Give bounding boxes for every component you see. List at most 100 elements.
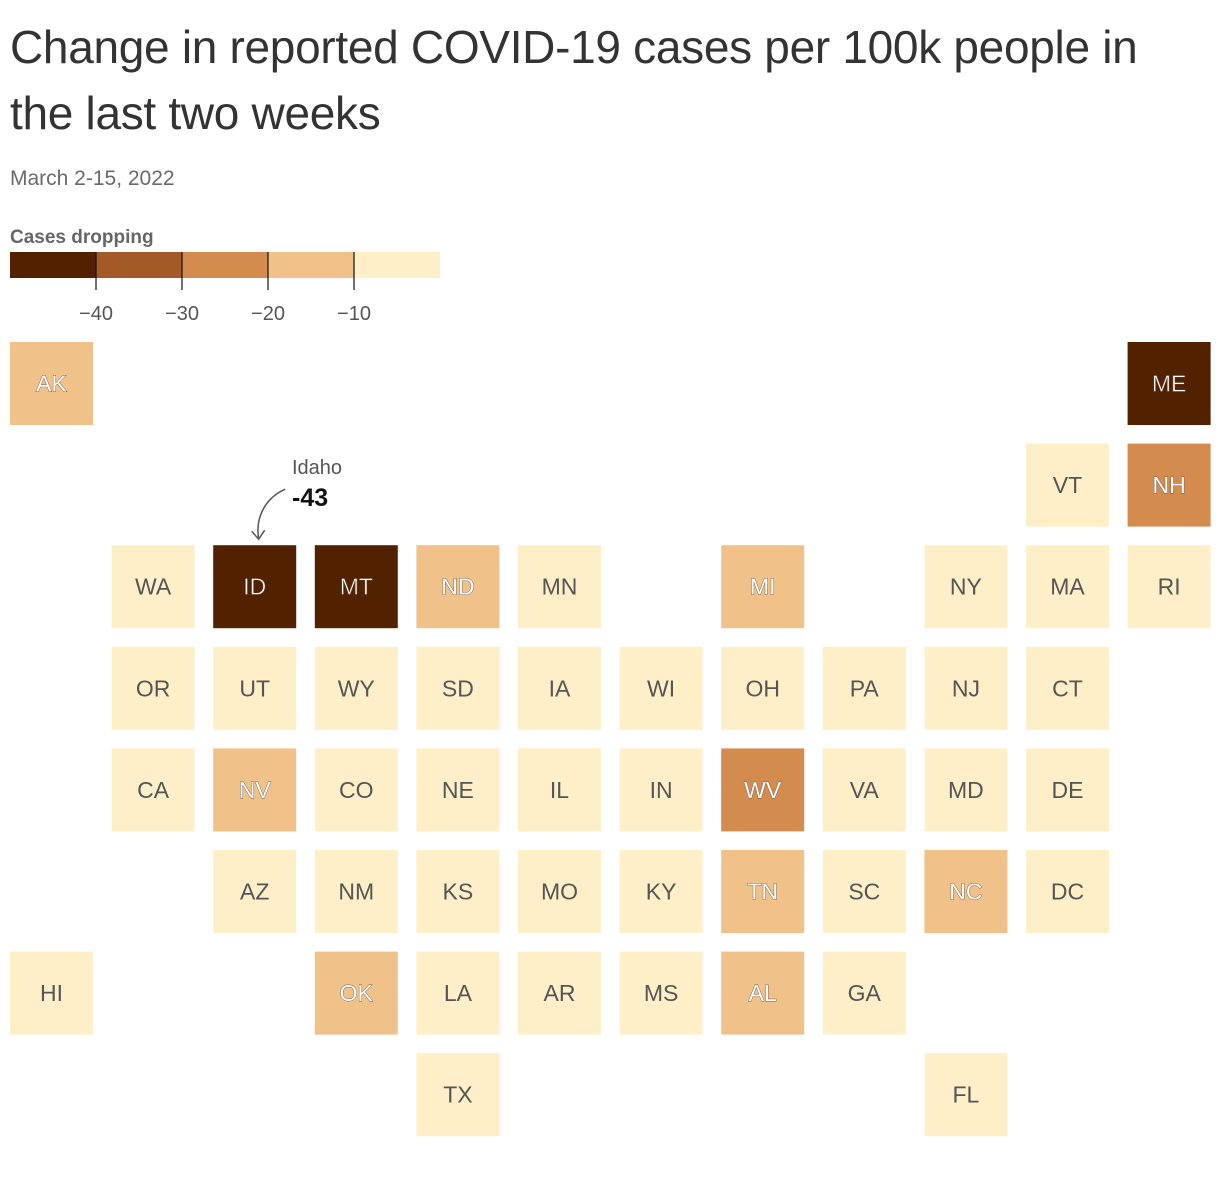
color-legend: −40 −30 −20 −10 [10, 252, 440, 325]
state-tile-oh[interactable]: OH [721, 646, 805, 730]
legend-tick-label: −10 [337, 303, 371, 325]
state-tile-fill [518, 850, 601, 933]
state-tile-or[interactable]: OR [111, 646, 195, 730]
state-tile-wa[interactable]: WA [111, 545, 195, 629]
state-tile-ri[interactable]: RI [1127, 545, 1211, 629]
state-tile-mi[interactable]: MI [721, 545, 805, 629]
state-tile-ks[interactable]: KS [416, 850, 500, 933]
state-label: IN [650, 777, 673, 803]
state-tile-ms[interactable]: MS [619, 951, 703, 1035]
state-tile-fill [416, 646, 500, 730]
state-tile-md[interactable]: MD [924, 748, 1008, 832]
state-label: KY [646, 879, 677, 905]
state-tile-ca[interactable]: CA [111, 748, 195, 832]
state-tile-ok[interactable]: OK [314, 951, 398, 1035]
state-label: VA [850, 777, 880, 803]
state-tile-tx[interactable]: TX [416, 1053, 500, 1137]
state-label: PA [850, 675, 880, 701]
state-tile-ne[interactable]: NE [416, 748, 500, 832]
state-tile-sd[interactable]: SD [416, 646, 500, 730]
state-tile-fill [314, 646, 398, 730]
legend-swatch [10, 252, 96, 278]
state-tile-ar[interactable]: AR [518, 951, 601, 1035]
state-tile-nm[interactable]: NM [314, 850, 398, 933]
state-label: WY [338, 675, 375, 701]
state-tile-fill [924, 850, 1008, 933]
state-tile-ut[interactable]: UT [213, 646, 297, 730]
state-tile-nh[interactable]: NH [1127, 443, 1211, 527]
state-label: OK [340, 980, 374, 1006]
state-tile-sc[interactable]: SC [822, 850, 906, 933]
state-tile-pa[interactable]: PA [822, 646, 906, 730]
state-tile-fill [314, 850, 398, 933]
state-tile-ia[interactable]: IA [518, 646, 601, 730]
state-label: NJ [952, 675, 980, 701]
state-tile-va[interactable]: VA [822, 748, 906, 832]
state-tile-nc[interactable]: NC [924, 850, 1008, 933]
state-tile-mn[interactable]: MN [518, 545, 601, 629]
state-tile-il[interactable]: IL [518, 748, 601, 832]
state-label: DC [1051, 879, 1084, 905]
state-tile-az[interactable]: AZ [213, 850, 297, 933]
state-tile-in[interactable]: IN [619, 748, 703, 832]
state-label: WV [744, 777, 782, 803]
state-tile-fl[interactable]: FL [924, 1053, 1008, 1137]
state-tile-mt[interactable]: MT [314, 545, 398, 629]
state-label: MD [948, 777, 984, 803]
state-tile-fill [10, 342, 93, 425]
state-tile-me[interactable]: ME [1127, 342, 1211, 425]
state-tile-nj[interactable]: NJ [924, 646, 1008, 730]
state-tile-ky[interactable]: KY [619, 850, 703, 933]
state-tile-fill [822, 850, 906, 933]
state-tile-id[interactable]: ID [213, 545, 297, 629]
state-tile-al[interactable]: AL [721, 951, 805, 1035]
state-label: MI [750, 574, 776, 600]
state-label: NV [239, 777, 272, 803]
state-tile-fill [924, 545, 1008, 629]
state-tile-ct[interactable]: CT [1026, 646, 1109, 730]
state-tile-tn[interactable]: TN [721, 850, 805, 933]
state-tile-fill [10, 951, 93, 1035]
annotation-value: -43 [292, 484, 329, 512]
annotation-state-name: Idaho [292, 457, 343, 479]
state-tile-fill [111, 646, 195, 730]
state-label: WA [135, 574, 172, 600]
state-tile-ak[interactable]: AK [10, 342, 93, 425]
state-label: HI [40, 980, 63, 1006]
state-label: CO [339, 777, 374, 803]
state-tile-wi[interactable]: WI [619, 646, 703, 730]
state-tile-mo[interactable]: MO [518, 850, 601, 933]
state-tile-fill [416, 850, 500, 933]
state-tile-la[interactable]: LA [416, 951, 500, 1035]
state-tile-fill [1026, 443, 1109, 527]
state-tile-hi[interactable]: HI [10, 951, 93, 1035]
state-tile-ny[interactable]: NY [924, 545, 1008, 629]
state-label: IA [549, 675, 571, 701]
state-tile-fill [1127, 545, 1211, 629]
state-tile-fill [924, 748, 1008, 832]
state-label: OR [136, 675, 171, 701]
state-label: DE [1052, 777, 1084, 803]
legend-title: Cases dropping [10, 227, 154, 248]
state-tile-fill [111, 748, 195, 832]
state-label: NE [442, 777, 474, 803]
state-tile-fill [1026, 850, 1109, 933]
state-label: RI [1158, 574, 1181, 600]
state-label: KS [443, 879, 474, 905]
state-tile-ma[interactable]: MA [1026, 545, 1109, 629]
state-label: MA [1050, 574, 1085, 600]
state-tile-wy[interactable]: WY [314, 646, 398, 730]
state-tile-vt[interactable]: VT [1026, 443, 1109, 527]
state-tile-de[interactable]: DE [1026, 748, 1109, 832]
state-label: ID [243, 574, 266, 600]
state-tile-fill [1026, 646, 1109, 730]
state-tile-nv[interactable]: NV [213, 748, 297, 832]
state-tile-wv[interactable]: WV [721, 748, 805, 832]
state-label: MS [644, 980, 679, 1006]
state-tile-co[interactable]: CO [314, 748, 398, 832]
state-label: WI [647, 675, 675, 701]
state-tile-dc[interactable]: DC [1026, 850, 1109, 933]
state-tile-ga[interactable]: GA [822, 951, 906, 1035]
state-tile-nd[interactable]: ND [416, 545, 500, 629]
legend-swatch [96, 252, 182, 278]
